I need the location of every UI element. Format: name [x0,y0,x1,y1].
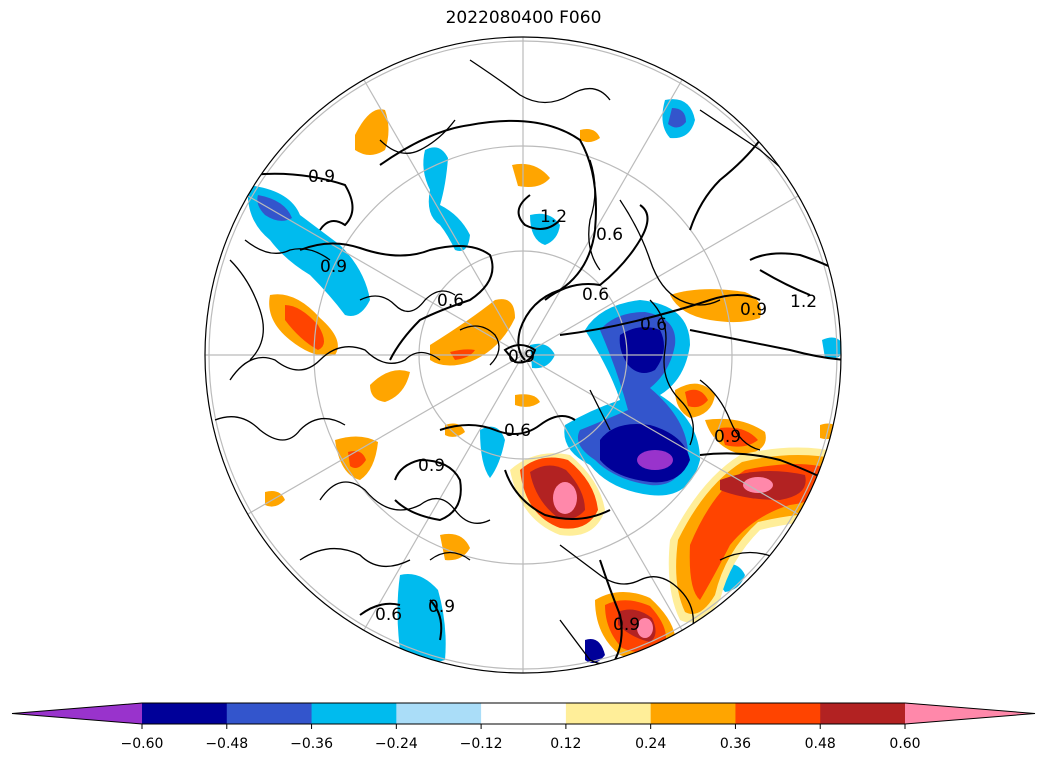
graticule [205,37,841,673]
map-boundary [204,36,842,674]
colorbar-tick-label: −0.60 [121,736,164,752]
negative-anomaly-fill [480,426,505,478]
negative-anomaly-fill [637,450,673,470]
contour-label: 0.9 [308,167,335,187]
colorbar-tick-label: −0.36 [290,736,333,752]
contour-label: 0.9 [320,257,347,277]
colorbar-bin [735,703,821,724]
colorbar-bin [565,703,652,724]
negative-anomaly-fill [600,326,690,483]
colorbar-bin [311,703,397,724]
contour-label: 0.6 [582,285,609,305]
colorbar-bin [12,703,142,724]
colorbar-bin [650,703,736,724]
negative-anomaly-fill [423,147,470,251]
colorbar-bin [396,703,482,724]
colorbar-bin [142,703,228,724]
positive-anomaly-fill [348,451,366,468]
colorbar-bin [481,703,567,724]
positive-anomaly-fill [440,533,470,561]
positive-anomaly-fill [580,129,600,143]
contour-label: 0.6 [640,315,667,335]
negative-anomaly-fill [668,108,686,128]
positive-anomaly-fill [430,299,515,366]
negative-anomaly-fill [397,574,446,663]
contour-label: 0.9 [428,597,455,617]
positive-anomaly-fill [553,482,577,514]
contour-label: 0.6 [504,421,531,441]
contour-label: 0.9 [740,300,767,320]
colorbar-tick-label: −0.24 [375,736,418,752]
positive-anomaly-fill [512,163,550,187]
positive-anomaly-fill [370,370,410,402]
colorbar-tick-labels: −0.60 −0.48 −0.36 −0.24 −0.12 0.12 0.24 0.36 0.4… [121,724,921,752]
colorbar-tick-label: 0.24 [635,736,666,752]
contour-label: 0.9 [418,456,445,476]
positive-anomaly-fill [670,289,761,323]
meridian-line [363,79,683,631]
negative-anomaly-fill [822,337,841,359]
colorbar-bin [820,703,906,724]
colorbar-bin [226,703,313,724]
positive-anomaly-fill [743,477,773,493]
contour-lines [249,119,841,661]
positive-anomaly-fill [689,464,835,600]
contour-label-group: 0.9 0.9 0.6 0.9 0.6 0.9 1.2 0.6 0.9 0.6 … [308,167,817,635]
negative-anomaly-fill [257,195,292,221]
contour-label: 0.6 [596,225,623,245]
colorbar-tick-label: 0.36 [720,736,751,752]
colorbar-bin [905,703,1035,724]
contour-label: 0.6 [375,605,402,625]
map-title: 2022080400 F060 [445,8,602,28]
negative-anomaly-fill [585,639,605,664]
contour-label: 0.9 [613,615,640,635]
colorbar [11,702,1036,725]
contour-label: 1.2 [790,292,817,312]
colorbar-tick-label: 0.60 [889,736,920,752]
polar-map: 0.9 0.9 0.6 0.9 0.6 0.9 1.2 0.6 0.9 0.6 … [204,36,842,674]
contour-label: 0.6 [437,291,464,311]
positive-anomaly-fill [685,389,708,408]
positive-anomaly-fill [515,394,540,407]
contour-label: 1.2 [540,207,567,227]
contour-label: 0.9 [714,427,741,447]
colorbar-tick-label: 0.12 [550,736,581,752]
colorbar-tick-label: −0.48 [205,736,248,752]
positive-anomaly-fill [637,618,653,638]
colorbar-tick-label: 0.48 [805,736,836,752]
colorbar-tick-label: −0.12 [460,736,503,752]
positive-anomaly-fill [355,109,389,155]
contour-label: 0.9 [508,347,535,367]
